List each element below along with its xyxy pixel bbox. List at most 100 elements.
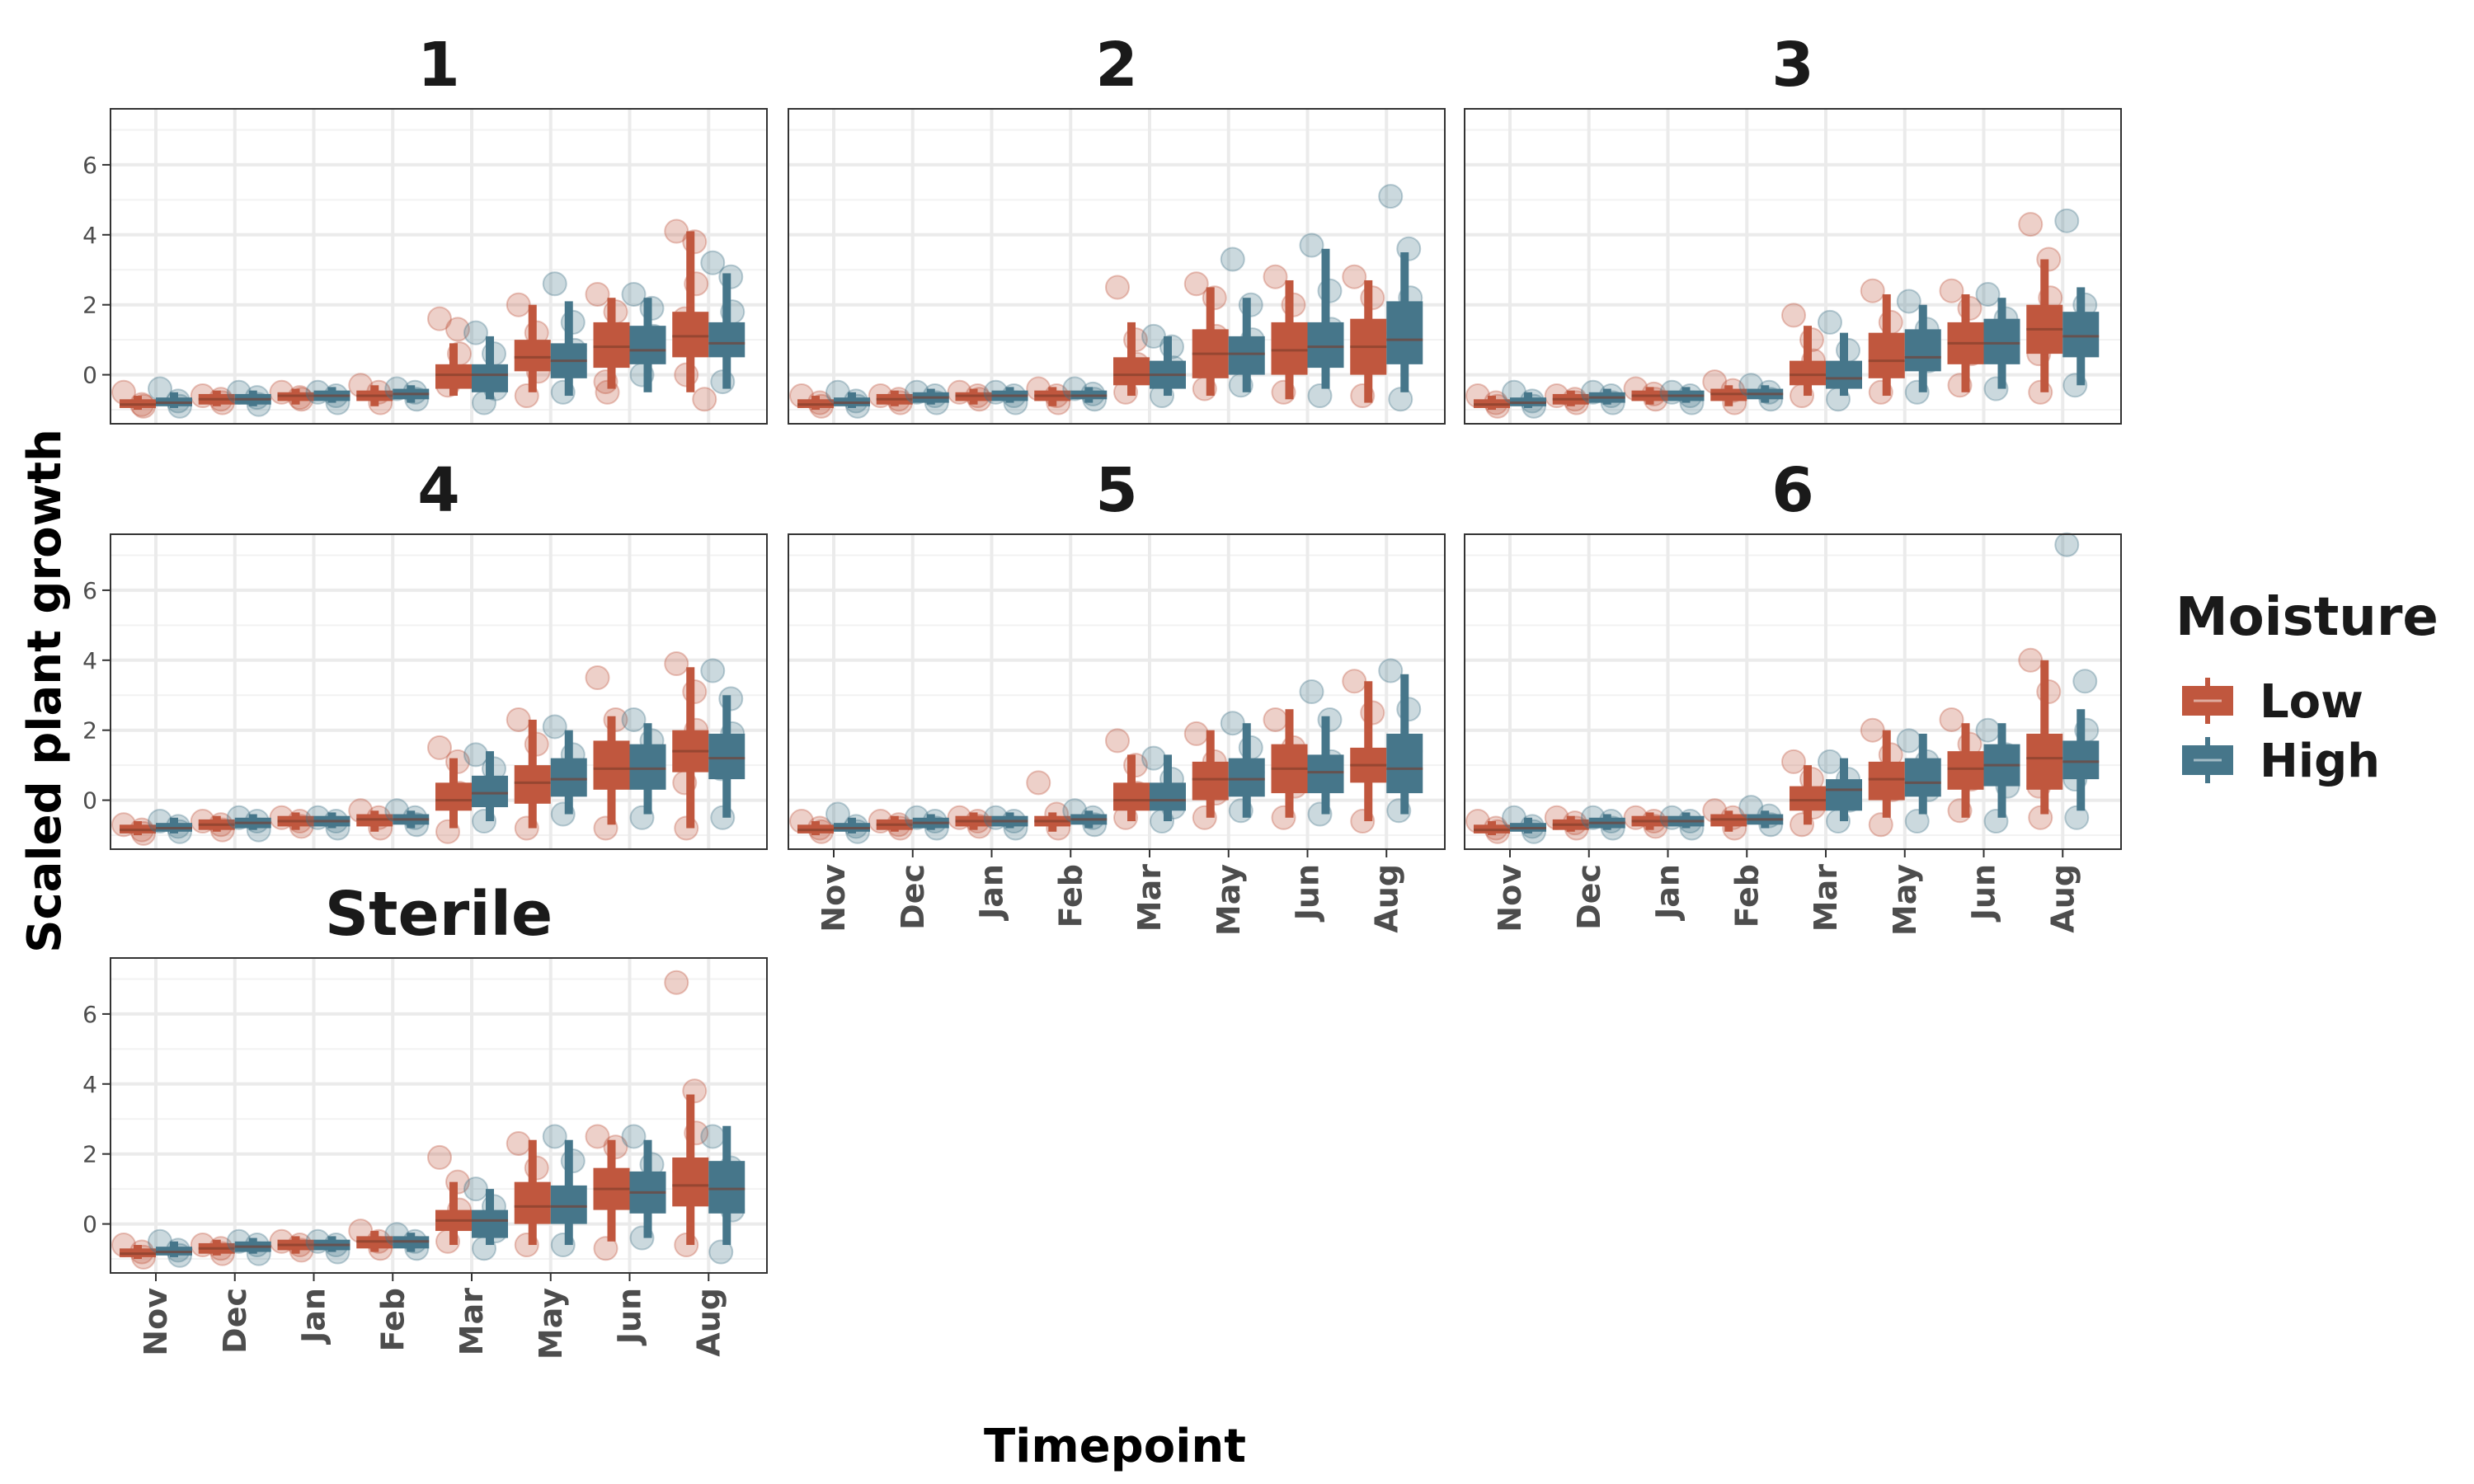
panel-border (110, 533, 768, 850)
data-point (1263, 264, 1288, 289)
x-tick-label: Jan (1650, 864, 1686, 922)
box-iqr (1790, 360, 1826, 386)
x-tick-label: Feb (1052, 864, 1089, 928)
x-tick-label: Mar (1131, 864, 1168, 932)
box-iqr (1113, 357, 1150, 386)
x-tick-label: Dec (217, 1288, 253, 1354)
box-iqr (593, 322, 630, 369)
box-iqr (629, 744, 666, 790)
data-point (700, 250, 726, 275)
facet-panel: 3 (1464, 30, 2122, 425)
data-point (1868, 812, 1893, 838)
box-iqr (1386, 301, 1423, 364)
data-point (1975, 281, 2001, 307)
data-point (708, 1239, 734, 1265)
data-point (1378, 184, 1404, 209)
legend-label: Low (2260, 675, 2363, 729)
x-tick-label: Jun (612, 1288, 648, 1346)
box-iqr (593, 740, 630, 790)
panel-border (1464, 533, 2122, 850)
data-point (506, 707, 531, 732)
data-point (1781, 303, 1806, 328)
data-point (593, 1236, 618, 1261)
data-point (463, 1176, 488, 1202)
box-iqr (2062, 312, 2100, 358)
facet-title: 2 (1095, 30, 1138, 101)
x-tick-label: Aug (1368, 864, 1404, 933)
x-tick-label: May (1887, 864, 1923, 936)
panel-border (110, 108, 768, 425)
data-point (664, 651, 689, 677)
facet-title: 4 (417, 455, 460, 526)
data-point (506, 1130, 531, 1156)
data-point (1781, 749, 1806, 774)
box-iqr (1192, 761, 1229, 801)
facet-title: 3 (1771, 30, 1814, 101)
data-point (542, 1124, 567, 1149)
data-point (585, 281, 610, 307)
box-iqr (1983, 318, 2020, 364)
facet-title: 1 (417, 30, 460, 101)
data-point (1342, 264, 1367, 289)
box-iqr (514, 1181, 551, 1224)
x-tick-label: Mar (454, 1288, 490, 1355)
box-iqr (708, 1161, 745, 1214)
box-iqr (435, 782, 472, 811)
y-tick-label: 2 (82, 717, 97, 744)
x-tick-label: May (1211, 864, 1247, 936)
box-iqr (1868, 761, 1905, 801)
box-iqr (1271, 322, 1308, 375)
data-point (585, 665, 610, 691)
data-point (463, 320, 488, 345)
box-iqr (708, 322, 745, 358)
y-tick-label: 6 (82, 577, 97, 604)
facet-title: Sterile (325, 879, 553, 950)
x-tick-label: Jan (974, 864, 1010, 922)
box-iqr (1307, 754, 1344, 794)
y-tick-label: 4 (82, 222, 97, 249)
data-point (1860, 278, 1885, 303)
facet-panel: 2 (788, 30, 1446, 425)
data-point (1183, 721, 1209, 746)
facet-panel: 1 0 2 4 6 (82, 30, 768, 425)
data-point (445, 317, 470, 342)
data-point (1105, 275, 1130, 300)
box-iqr (1228, 758, 1265, 797)
data-point (1896, 289, 1921, 314)
data-point (1299, 232, 1324, 258)
box-iqr (1947, 751, 1984, 790)
box-iqr (1307, 322, 1344, 369)
box-iqr (2062, 740, 2100, 780)
data-point (2018, 647, 2044, 673)
data-point (621, 707, 647, 732)
box-whisker (1804, 326, 1812, 397)
box-iqr (1904, 329, 1941, 372)
legend-items: Low High (2179, 675, 2380, 788)
data-point (664, 970, 689, 995)
y-tick-label: 2 (82, 292, 97, 319)
data-point (1026, 770, 1051, 796)
data-point (427, 306, 452, 331)
data-point (1939, 707, 1964, 732)
data-point (1105, 728, 1130, 754)
x-tick-label: Feb (374, 1288, 411, 1351)
data-point (2072, 669, 2098, 694)
data-point (427, 735, 452, 760)
box-iqr (435, 364, 472, 389)
box-iqr (1113, 782, 1150, 811)
x-tick-label: Jan (296, 1288, 332, 1345)
box-iqr (1386, 733, 1423, 794)
panel-border (788, 533, 1446, 850)
box-iqr (1904, 758, 1941, 797)
data-point (621, 1124, 647, 1149)
data-point (427, 1144, 452, 1170)
data-point (692, 387, 717, 412)
data-point (1904, 809, 1930, 834)
data-point (621, 281, 647, 307)
box-iqr (2026, 733, 2063, 790)
facet-panel: 5 Nov Dec Jan Feb Mar May Jun Aug (788, 455, 1446, 936)
facet-panel: Sterile 0 2 4 6 Nov Dec Jan Feb Mar May Jun Aug (82, 879, 768, 1360)
facet-panel: 4 0 2 4 6 (82, 455, 768, 850)
box-iqr (472, 364, 508, 392)
